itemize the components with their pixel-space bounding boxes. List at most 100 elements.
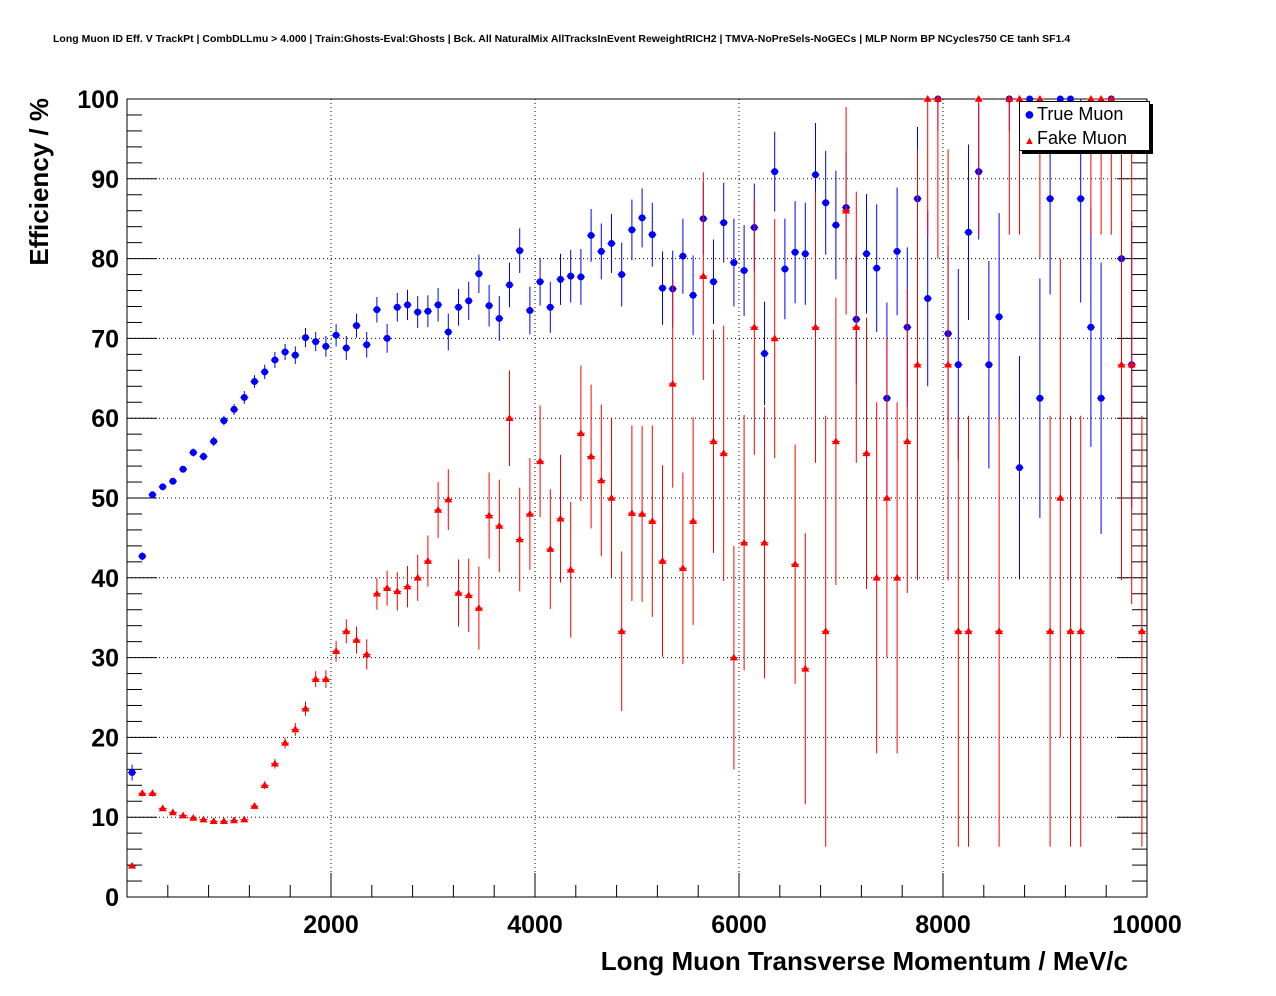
- data-point: [332, 647, 341, 655]
- data-point: [791, 560, 800, 568]
- data-point: [893, 573, 902, 581]
- data-point: [230, 816, 239, 824]
- data-point: [363, 341, 371, 349]
- data-point: [1026, 95, 1034, 103]
- data-point: [740, 538, 749, 546]
- data-point: [128, 769, 136, 777]
- data-point: [302, 334, 309, 342]
- data-point: [873, 264, 881, 272]
- data-point: [485, 511, 494, 519]
- data-point: [1035, 95, 1044, 102]
- data-point: [465, 297, 473, 305]
- data-point: [842, 206, 851, 214]
- data-point: [189, 813, 198, 821]
- data-point: [261, 368, 269, 376]
- data-point: [270, 759, 279, 767]
- data-point: [1127, 360, 1136, 368]
- data-point: [291, 725, 300, 733]
- data-series: [128, 95, 1146, 869]
- data-point: [821, 627, 830, 635]
- data-point: [1137, 627, 1146, 635]
- data-point: [659, 284, 666, 292]
- data-point: [168, 808, 177, 816]
- data-point: [281, 348, 289, 356]
- data-point: [434, 301, 442, 309]
- data-point: [801, 250, 809, 258]
- data-point: [1036, 394, 1044, 402]
- data-point: [495, 314, 503, 322]
- data-point: [1077, 195, 1085, 203]
- data-point: [719, 449, 728, 457]
- data-point: [485, 302, 493, 310]
- data-point: [811, 323, 820, 331]
- legend-label-true-muon: True Muon: [1037, 104, 1124, 124]
- data-point: [1056, 494, 1065, 501]
- x-tick-label: 10000: [1112, 911, 1182, 939]
- data-point: [781, 265, 789, 273]
- y-tick-label: 70: [91, 325, 119, 353]
- data-point: [169, 477, 177, 485]
- x-tick-label: 8000: [915, 911, 971, 939]
- data-point: [801, 664, 810, 672]
- data-point: [1056, 95, 1064, 103]
- y-tick-label: 20: [91, 724, 119, 752]
- y-tick-label: 90: [91, 166, 119, 194]
- data-point: [209, 817, 218, 824]
- data-point: [393, 303, 401, 311]
- data-point: [658, 557, 667, 564]
- data-point: [219, 817, 228, 824]
- data-point: [1067, 95, 1074, 103]
- data-point: [301, 704, 310, 712]
- grid: [127, 98, 1147, 897]
- data-point: [434, 505, 443, 513]
- data-point: [566, 565, 575, 573]
- data-point: [179, 465, 187, 473]
- x-axis-title: Long Muon Transverse Momentum / MeV/c: [601, 946, 1128, 976]
- data-point: [954, 627, 963, 635]
- data-point: [464, 591, 473, 599]
- data-point: [760, 538, 769, 546]
- data-point: [179, 811, 188, 819]
- data-point: [638, 509, 647, 517]
- data-point: [771, 168, 779, 176]
- data-point: [332, 331, 340, 339]
- data-point: [393, 587, 402, 595]
- y-tick-label: 80: [91, 246, 119, 274]
- data-point: [189, 449, 197, 457]
- y-axis-title: Efficiency / %: [24, 98, 54, 266]
- data-point: [159, 483, 167, 491]
- data-point: [353, 322, 360, 330]
- data-point: [1016, 464, 1023, 472]
- data-point: [964, 627, 973, 635]
- data-point: [352, 636, 361, 643]
- legend-item-fake-muon: ▲ Fake Muon: [1024, 128, 1127, 149]
- data-point: [312, 338, 320, 346]
- data-point: [516, 247, 524, 255]
- data-point: [546, 303, 554, 311]
- data-point: [1097, 394, 1105, 402]
- data-point: [863, 250, 870, 258]
- data-point: [638, 214, 646, 222]
- data-point: [607, 494, 616, 501]
- data-point: [618, 271, 626, 279]
- data-point: [740, 267, 748, 275]
- data-point: [404, 301, 411, 309]
- chart-title: Long Muon ID Eff. V TrackPt | CombDLLmu …: [53, 33, 1071, 45]
- data-point: [158, 804, 167, 812]
- data-point: [444, 495, 453, 503]
- data-point: [1117, 360, 1126, 368]
- y-tick-label: 10: [91, 804, 119, 832]
- data-point: [220, 417, 228, 425]
- data-point: [761, 350, 768, 358]
- data-point: [413, 573, 422, 581]
- data-point: [403, 582, 412, 590]
- data-point: [750, 323, 759, 331]
- data-point: [689, 291, 697, 299]
- data-point: [536, 457, 545, 465]
- data-point: [557, 275, 564, 283]
- data-point: [648, 231, 656, 239]
- data-point: [872, 573, 881, 581]
- data-point: [1107, 95, 1116, 102]
- data-point: [199, 815, 208, 823]
- data-point: [444, 328, 452, 336]
